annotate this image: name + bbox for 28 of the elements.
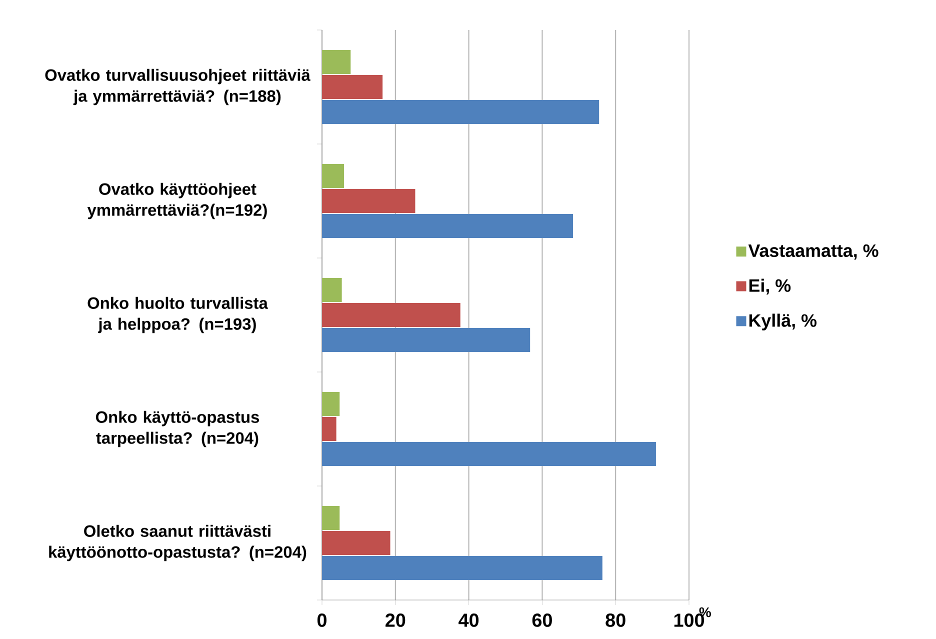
bar [322, 164, 344, 188]
x-tick-label: 20 [386, 614, 406, 627]
x-tick-label: 40 [458, 614, 479, 627]
bar [322, 74, 383, 99]
y-tick-label: Onko käyttö-opastus tarpeellista? (n=204) [96, 410, 260, 448]
bar [322, 214, 574, 238]
bar [322, 392, 340, 416]
legend-label: Ei, % [749, 278, 791, 295]
bar [322, 442, 656, 466]
legend-label: Kyllä, % [749, 314, 817, 330]
y-tick-label: Oletko saanut riittävästi käyttöönotto-opastusta? (n=204) [49, 524, 306, 562]
bar [322, 556, 602, 580]
y-tick-label: Ovatko käyttöohjeet ymmärrettäviä?(n=192) [87, 182, 267, 220]
bar [322, 417, 336, 441]
bar [322, 531, 390, 555]
bar [322, 302, 460, 327]
bar [322, 50, 351, 74]
legend-label: Vastaamatta, % [748, 244, 878, 260]
y-tick-label: Onko huolto turvallista ja helppoa? (n=193) [88, 296, 268, 334]
x-tick-label: 80 [606, 614, 626, 627]
y-tick-label: Ovatko turvallisuusohjeet riittäviä ja ymmärrettäviä? (n=188) [45, 68, 310, 106]
x-tick-label: 0 [317, 614, 326, 627]
x-tick-label: 60 [532, 614, 552, 627]
bar [322, 188, 416, 213]
bar [322, 328, 530, 352]
bar [322, 278, 342, 302]
bar [322, 506, 340, 530]
bar [322, 100, 600, 124]
